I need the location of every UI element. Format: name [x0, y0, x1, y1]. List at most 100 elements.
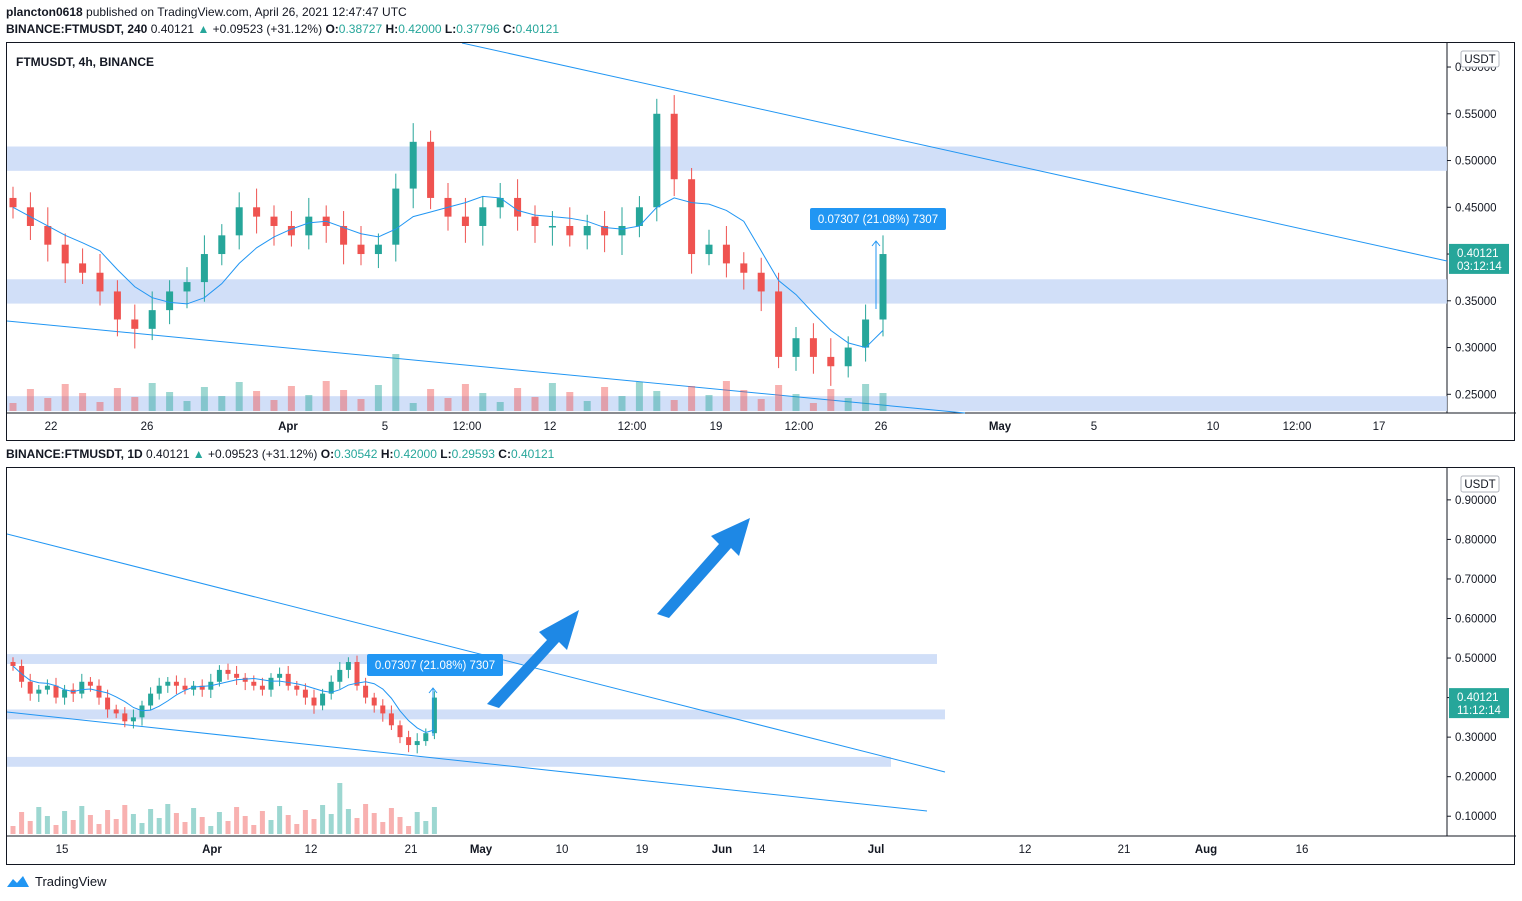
candle-body	[363, 685, 369, 698]
candle-body	[423, 733, 429, 742]
currency-label: USDT	[1464, 54, 1495, 66]
chart-pane-4h[interactable]: 0.600000.550000.500000.450000.400000.350…	[6, 42, 1516, 442]
candle-body	[409, 141, 417, 189]
bottom-low: 0.29593	[451, 447, 495, 461]
candle-body	[113, 291, 121, 320]
candle-body	[531, 216, 539, 226]
volume-bar	[514, 388, 522, 411]
time-tick-label: 12:00	[785, 421, 814, 433]
volume-bar	[328, 814, 334, 834]
chart-4h-svg[interactable]: 0.600000.550000.500000.450000.400000.350…	[7, 43, 1516, 442]
candle-body	[199, 685, 205, 690]
candle-body	[392, 188, 400, 245]
top-close: 0.40121	[515, 22, 560, 36]
time-tick-label: Jul	[868, 844, 885, 856]
volume-bar	[87, 815, 93, 834]
price-tick-label: 0.50000	[1455, 653, 1497, 665]
volume-bar	[9, 403, 17, 411]
chart-pane-1d[interactable]: 0.900000.800000.700000.600000.500000.400…	[6, 467, 1516, 866]
bottom-symbol[interactable]: BINANCE:FTMUSDT, 1D	[6, 447, 143, 461]
time-tick-label: 19	[710, 421, 723, 433]
volume-bar	[270, 400, 278, 411]
last-price-value: 0.40121	[1457, 248, 1499, 260]
top-low-label: L:	[444, 22, 457, 36]
volume-bar	[302, 810, 308, 834]
support-resistance-zone	[7, 279, 1447, 304]
candle-body	[809, 338, 817, 357]
volume-bar	[305, 395, 313, 411]
tradingview-footer[interactable]: TradingView	[6, 874, 107, 889]
price-tick-label: 0.30000	[1455, 732, 1497, 744]
time-tick-label: 17	[1373, 421, 1386, 433]
volume-bar	[70, 820, 76, 834]
bar-countdown: 03:12:14	[1457, 261, 1502, 273]
bottom-last: 0.40121	[146, 447, 190, 461]
price-tick-label: 0.50000	[1455, 156, 1497, 168]
candle-body	[302, 689, 308, 698]
volume-bar	[44, 398, 52, 411]
candle-body	[131, 319, 139, 329]
top-change: +0.09523 (+31.12%)	[212, 22, 323, 36]
candle-body	[61, 244, 69, 264]
volume-bar	[268, 820, 274, 834]
candle-body	[862, 319, 870, 348]
price-tick-label: 0.30000	[1455, 343, 1497, 355]
time-tick-label: 10	[556, 844, 569, 856]
measure-label: 0.07307 (21.08%) 7307	[818, 214, 938, 226]
volume-bar	[53, 825, 59, 834]
volume-bar	[113, 388, 121, 411]
candle-body	[79, 263, 87, 273]
volume-bar	[27, 821, 33, 834]
top-legend: BINANCE:FTMUSDT, 240 0.40121 ▲ +0.09523 …	[6, 22, 559, 36]
candle-body	[345, 662, 351, 670]
candle-body	[601, 225, 609, 236]
candle-body	[234, 673, 240, 678]
time-tick-label: May	[470, 844, 493, 856]
volume-bar	[583, 401, 591, 411]
volume-bar	[208, 826, 214, 834]
price-tick-label: 0.60000	[1455, 614, 1497, 626]
time-tick-label: 12	[544, 421, 557, 433]
top-symbol[interactable]: BINANCE:FTMUSDT, 240	[6, 22, 148, 36]
time-tick-label: 26	[875, 421, 888, 433]
volume-bar	[406, 826, 412, 834]
volume-bar	[705, 395, 713, 411]
volume-bar	[345, 809, 351, 834]
volume-bar	[259, 811, 265, 834]
candle-body	[740, 263, 748, 273]
candle-body	[380, 705, 386, 714]
volume-bar	[862, 384, 870, 411]
time-tick-label: 15	[56, 844, 69, 856]
chart-1d-svg[interactable]: 0.900000.800000.700000.600000.500000.400…	[7, 468, 1516, 866]
volume-bar	[182, 822, 188, 834]
measure-label-box	[810, 208, 946, 230]
volume-bar	[96, 402, 104, 411]
candle-body	[191, 685, 197, 690]
candle-body	[722, 244, 730, 264]
volume-bar	[105, 810, 111, 834]
time-tick-label: 12:00	[1283, 421, 1312, 433]
volume-bar	[242, 816, 248, 834]
forecast-arrow	[487, 610, 579, 708]
time-tick-label: 19	[636, 844, 649, 856]
candle-body	[200, 254, 208, 283]
chart-title: FTMUSDT, 4h, BINANCE	[16, 55, 154, 69]
tradingview-logo-icon	[7, 875, 29, 887]
publisher-name[interactable]: plancton0618	[6, 5, 83, 19]
top-open-label: O:	[325, 22, 339, 36]
moving-average-line	[12, 665, 435, 734]
volume-bar	[19, 812, 25, 834]
candle-body	[354, 662, 360, 686]
top-low: 0.37796	[456, 22, 500, 36]
candle-body	[287, 225, 295, 236]
candle-body	[270, 216, 278, 226]
candle-body	[242, 677, 248, 682]
price-tick-label: 0.60000	[1455, 62, 1497, 74]
volume-bar	[61, 384, 69, 411]
volume-bar	[148, 383, 156, 411]
volume-bar	[337, 783, 343, 834]
volume-bar	[423, 821, 429, 834]
volume-bar	[688, 386, 696, 411]
candle-body	[10, 662, 16, 666]
volume-bar	[531, 397, 539, 411]
